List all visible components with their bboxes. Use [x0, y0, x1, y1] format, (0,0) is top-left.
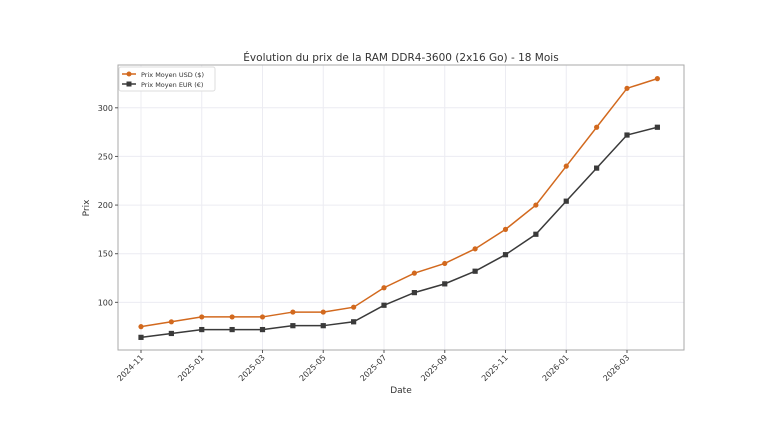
legend-label-eur: Prix Moyen EUR (€): [141, 81, 203, 89]
data-point: [199, 314, 205, 320]
series-line-1: [140, 126, 658, 339]
legend: Prix Moyen USD ($) Prix Moyen EUR (€): [118, 66, 216, 92]
y-tick-label: 200: [98, 201, 113, 210]
x-tick-label: 2025-05: [298, 353, 328, 383]
series-group: [138, 76, 660, 340]
data-point: [259, 326, 266, 333]
data-point: [594, 124, 600, 130]
x-tick-label: 2024-11: [115, 353, 145, 383]
data-point: [411, 290, 417, 296]
data-point: [411, 270, 417, 276]
series-line-0: [140, 77, 658, 328]
data-point: [381, 285, 387, 291]
data-point: [290, 323, 296, 329]
data-point: [138, 324, 144, 330]
y-tick-label: 300: [98, 104, 113, 113]
x-axis: 2024-11 2025-01 2025-03 2025-05 2025-07 2025-…: [115, 350, 631, 383]
data-point: [502, 226, 509, 232]
data-point: [259, 314, 266, 320]
x-axis-label: Date: [390, 386, 412, 396]
x-tick-label: 2026-01: [541, 353, 571, 383]
y-tick-label: 250: [98, 152, 113, 161]
grid: [118, 65, 684, 350]
data-point: [563, 198, 569, 204]
x-tick-label: 2025-03: [237, 353, 267, 383]
data-point: [563, 163, 569, 169]
data-point: [290, 309, 296, 315]
data-point: [624, 132, 630, 138]
x-tick-label: 2025-07: [358, 353, 388, 383]
data-point: [594, 165, 600, 171]
data-point: [351, 304, 357, 310]
legend-label-usd: Prix Moyen USD ($): [141, 71, 204, 79]
y-tick-label: 150: [98, 250, 113, 259]
data-point: [168, 330, 174, 337]
data-point: [654, 76, 660, 82]
legend-box: [118, 66, 216, 92]
data-point: [320, 309, 326, 315]
legend-marker-eur: [126, 81, 132, 87]
x-tick-label: 2025-01: [176, 353, 206, 383]
data-point: [472, 268, 478, 274]
x-tick-label: 2026-03: [601, 353, 631, 383]
y-tick-label: 100: [98, 298, 113, 307]
data-point: [654, 124, 660, 130]
plot-frame: [117, 64, 685, 351]
data-point: [168, 319, 174, 325]
x-tick-label: 2025-09: [419, 353, 449, 383]
data-point: [624, 85, 630, 91]
data-point: [472, 246, 478, 252]
y-axis: 100 150 200 250 300: [98, 104, 118, 307]
x-tick-label: 2025-11: [480, 353, 510, 383]
data-point: [351, 319, 357, 325]
data-point: [199, 326, 205, 333]
data-point: [533, 231, 539, 237]
chart-title: Évolution du prix de la RAM DDR4-3600 (2…: [243, 51, 558, 64]
data-point: [533, 202, 539, 208]
data-point: [229, 326, 235, 333]
data-point: [442, 281, 448, 287]
data-point: [381, 302, 387, 308]
data-point: [229, 314, 235, 320]
y-axis-label: Prix: [82, 199, 92, 216]
legend-marker-usd: [126, 71, 132, 77]
data-point: [320, 323, 326, 329]
data-point: [138, 334, 144, 340]
data-point: [502, 252, 509, 258]
data-point: [442, 260, 448, 267]
